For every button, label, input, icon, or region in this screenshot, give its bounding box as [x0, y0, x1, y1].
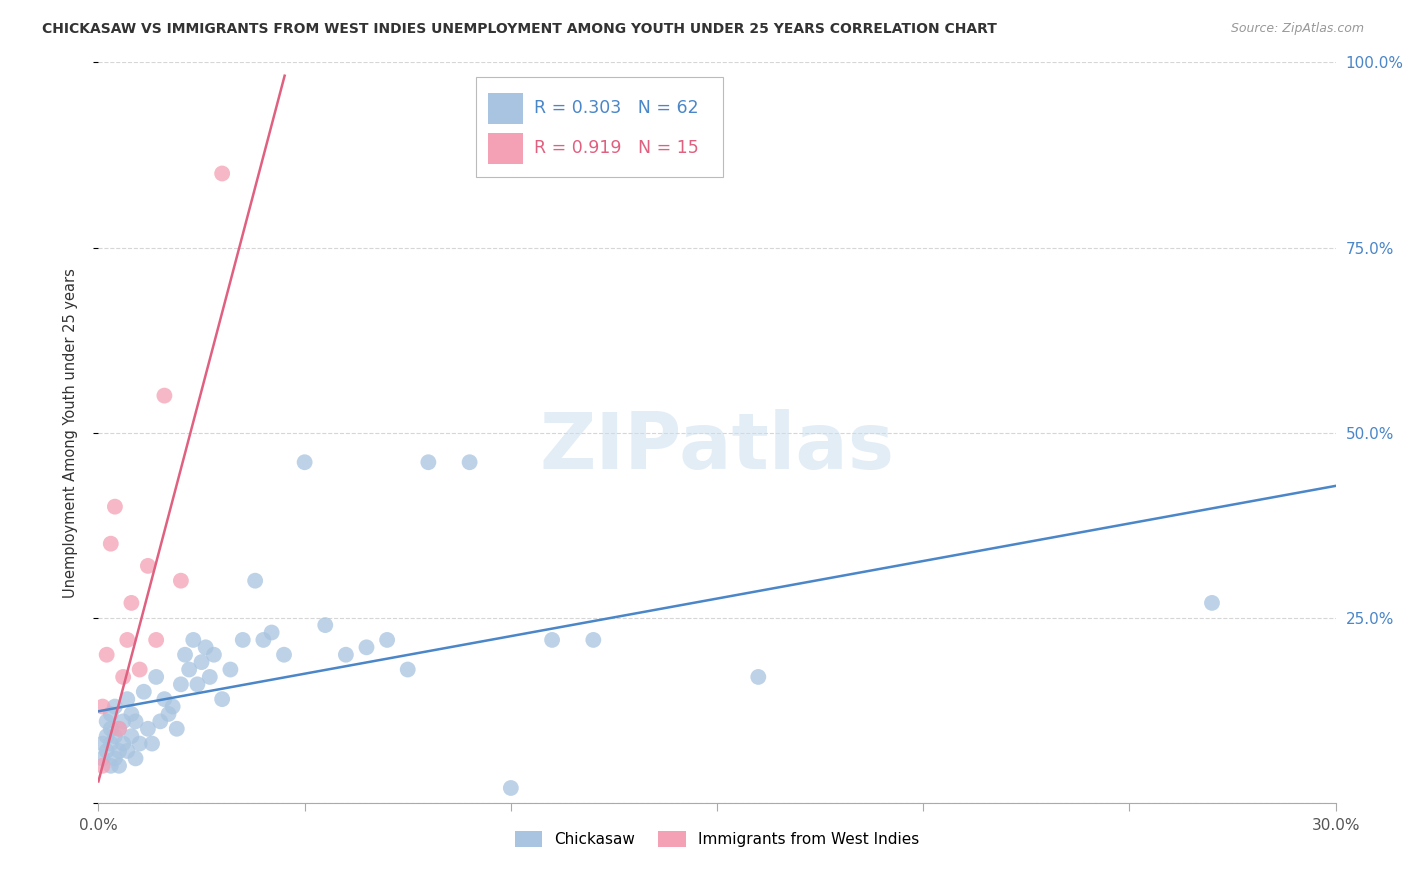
Point: [181, 632, 204, 647]
Point: [108, 722, 131, 736]
Point: [117, 632, 139, 647]
Point: [117, 744, 139, 758]
Point: [96, 714, 118, 729]
Point: [124, 751, 146, 765]
Point: [418, 455, 440, 469]
Point: [243, 574, 266, 588]
Point: [96, 648, 118, 662]
Text: Source: ZipAtlas.com: Source: ZipAtlas.com: [1230, 22, 1364, 36]
Point: [335, 648, 357, 662]
Point: [112, 670, 135, 684]
Point: [202, 648, 225, 662]
Point: [136, 722, 159, 736]
Legend: Chickasaw, Immigrants from West Indies: Chickasaw, Immigrants from West Indies: [515, 831, 920, 847]
Point: [1201, 596, 1223, 610]
Text: R = 0.919   N = 15: R = 0.919 N = 15: [534, 139, 699, 157]
Point: [96, 744, 118, 758]
Point: [174, 648, 197, 662]
Point: [541, 632, 564, 647]
Point: [112, 714, 135, 729]
Point: [108, 758, 131, 772]
Text: CHICKASAW VS IMMIGRANTS FROM WEST INDIES UNEMPLOYMENT AMONG YOUTH UNDER 25 YEARS: CHICKASAW VS IMMIGRANTS FROM WEST INDIES…: [42, 22, 997, 37]
Point: [120, 729, 142, 743]
Text: R = 0.303   N = 62: R = 0.303 N = 62: [534, 99, 699, 118]
Point: [396, 663, 419, 677]
Point: [166, 722, 188, 736]
Point: [91, 699, 114, 714]
Point: [104, 751, 127, 765]
Point: [91, 758, 114, 772]
Point: [100, 737, 122, 751]
Point: [100, 536, 122, 550]
Point: [100, 758, 122, 772]
Point: [273, 648, 295, 662]
FancyBboxPatch shape: [488, 133, 523, 164]
Point: [104, 699, 127, 714]
Point: [108, 722, 131, 736]
Point: [91, 737, 114, 751]
Point: [375, 632, 398, 647]
Point: [162, 699, 184, 714]
Point: [136, 558, 159, 573]
Point: [117, 692, 139, 706]
Point: [153, 692, 176, 706]
Point: [314, 618, 336, 632]
Point: [582, 632, 605, 647]
Point: [170, 677, 193, 691]
Point: [141, 737, 163, 751]
Point: [104, 729, 127, 743]
FancyBboxPatch shape: [475, 78, 723, 178]
Point: [194, 640, 217, 655]
Point: [91, 751, 114, 765]
Point: [186, 677, 208, 691]
Point: [145, 632, 167, 647]
Point: [356, 640, 378, 655]
Point: [499, 780, 522, 795]
Point: [128, 737, 150, 751]
Point: [120, 706, 142, 721]
Point: [747, 670, 769, 684]
Point: [252, 632, 274, 647]
Point: [211, 166, 233, 180]
Point: [149, 714, 172, 729]
Point: [145, 670, 167, 684]
Point: [190, 655, 212, 669]
Point: [100, 706, 122, 721]
Point: [100, 722, 122, 736]
Point: [157, 706, 180, 721]
Point: [294, 455, 316, 469]
FancyBboxPatch shape: [488, 93, 523, 124]
Point: [170, 574, 193, 588]
Point: [260, 625, 283, 640]
Point: [211, 692, 233, 706]
Point: [132, 685, 155, 699]
Point: [458, 455, 481, 469]
Point: [128, 663, 150, 677]
Point: [112, 737, 135, 751]
Text: ZIPatlas: ZIPatlas: [540, 409, 894, 485]
Point: [179, 663, 201, 677]
Point: [198, 670, 221, 684]
Point: [124, 714, 146, 729]
Y-axis label: Unemployment Among Youth under 25 years: Unemployment Among Youth under 25 years: [63, 268, 77, 598]
Point: [219, 663, 242, 677]
Point: [104, 500, 127, 514]
Point: [120, 596, 142, 610]
Point: [232, 632, 254, 647]
Point: [96, 729, 118, 743]
Point: [108, 744, 131, 758]
Point: [153, 388, 176, 402]
